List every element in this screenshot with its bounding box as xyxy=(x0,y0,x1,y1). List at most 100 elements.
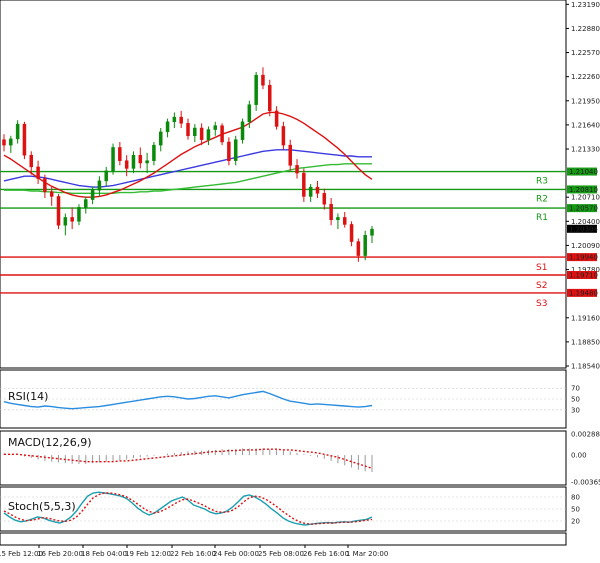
stoch-tick-label-0: 80 xyxy=(571,494,580,502)
candle-body-53 xyxy=(363,235,367,256)
candle-body-6 xyxy=(43,178,47,193)
rsi-tick-label-1: 50 xyxy=(571,396,580,404)
price-tick-label-11: 1.19160 xyxy=(571,314,600,322)
price-tick-label-10: 1.19780 xyxy=(571,266,600,274)
price-tick-label-8: 1.20400 xyxy=(571,218,600,226)
level-price-box-s1 xyxy=(567,253,597,262)
candle-body-48 xyxy=(329,203,333,221)
candle-body-54 xyxy=(370,228,374,236)
stoch-panel: 80 50 20 Stoch(5,5,3) xyxy=(0,486,580,532)
candle-body-3 xyxy=(22,123,27,156)
candle-body-7 xyxy=(49,191,54,197)
time-tick-label-0: 15 Feb 12:00 xyxy=(0,550,43,558)
candle-body-10 xyxy=(70,217,74,222)
rsi-tick-label-0: 70 xyxy=(571,385,580,393)
macd-signal-line xyxy=(4,448,373,469)
current-price-box xyxy=(567,224,597,233)
candle-body-51 xyxy=(349,224,354,242)
candle-body-42 xyxy=(288,144,292,166)
level-price-box-r1 xyxy=(567,204,597,213)
time-tick-label-3: 19 Feb 12:00 xyxy=(125,550,171,558)
time-tick-label-1: 16 Feb 20:00 xyxy=(37,550,83,558)
candle-body-39 xyxy=(268,84,272,112)
macd-title: MACD(12,26,9) xyxy=(8,436,92,449)
time-tick-label-5: 24 Feb 00:00 xyxy=(213,550,259,558)
price-tick-label-12: 1.18850 xyxy=(571,338,600,346)
macd-tick-label-0: 0.002883 xyxy=(571,430,600,438)
price-tick-label-2: 1.22570 xyxy=(571,49,600,57)
candle-body-2 xyxy=(15,123,20,140)
bottom-panel xyxy=(0,532,567,546)
price-tick-label-13: 1.18540 xyxy=(571,363,600,371)
stoch-tick-label-1: 50 xyxy=(571,506,580,514)
candle-body-5 xyxy=(36,166,40,179)
candle-body-36 xyxy=(247,104,252,123)
candle-body-47 xyxy=(322,193,327,205)
candle-body-50 xyxy=(342,217,347,225)
rsi-line xyxy=(3,390,373,410)
candle-body-20 xyxy=(138,154,143,164)
level-price-label-r3: 1.21040 xyxy=(569,168,598,176)
candle-body-13 xyxy=(90,189,95,200)
level-price-box-s3 xyxy=(567,288,597,297)
candle-body-49 xyxy=(336,217,340,221)
time-tick-label-6: 25 Feb 08:00 xyxy=(258,550,304,558)
current-price-label: 1.20304 xyxy=(569,225,598,233)
level-price-label-s1: 1.19940 xyxy=(569,254,598,262)
candle-body-44 xyxy=(302,172,306,197)
rsi-tick-label-2: 30 xyxy=(571,406,580,414)
candle-body-24 xyxy=(165,121,170,133)
time-tick-label-8: 1 Mar 20:00 xyxy=(346,550,388,558)
bottom-panel-frame xyxy=(0,532,567,546)
level-price-box-s2 xyxy=(567,271,597,279)
level-price-label-s3: 1.19480 xyxy=(569,289,598,297)
candle-body-22 xyxy=(152,144,156,161)
candle-body-21 xyxy=(145,160,149,164)
macd-panel-frame xyxy=(0,430,567,486)
level-name-r2: R2 xyxy=(536,194,548,204)
macd-tick-label-1: 0.00 xyxy=(571,452,587,460)
stoch-title: Stoch(5,5,3) xyxy=(8,500,76,513)
macd-tick-label-2: -0.003654 xyxy=(571,478,600,486)
price-tick-label-6: 1.21330 xyxy=(571,146,600,154)
time-tick-label-2: 18 Feb 04:00 xyxy=(81,550,127,558)
candle-body-27 xyxy=(186,123,190,137)
price-tick-label-1: 1.22880 xyxy=(571,25,600,33)
candle-body-18 xyxy=(124,160,129,169)
price-panel: R3 R2 R1 S1 S2 S3 1.23190 1.22880 1.22570 1.2226… xyxy=(0,0,600,371)
level-name-r1: R1 xyxy=(536,213,548,223)
stoch-panel-frame xyxy=(0,486,567,532)
candle-body-46 xyxy=(315,186,320,194)
stoch-d-line xyxy=(3,492,373,525)
candle-body-37 xyxy=(254,74,258,105)
ma-mid-line xyxy=(3,149,372,188)
candle-body-33 xyxy=(227,141,231,161)
level-name-s2: S2 xyxy=(536,281,547,291)
candle-body-17 xyxy=(118,147,122,161)
stoch-tick-label-2: 20 xyxy=(571,518,580,526)
level-name-s1: S1 xyxy=(536,263,547,273)
candle-body-40 xyxy=(274,110,279,127)
candle-body-11 xyxy=(77,207,81,222)
level-name-s3: S3 xyxy=(536,299,547,309)
candle-body-12 xyxy=(84,199,88,208)
candle-body-19 xyxy=(131,154,136,169)
candle-body-31 xyxy=(213,125,218,130)
candle-body-38 xyxy=(261,74,265,86)
price-tick-label-4: 1.21950 xyxy=(571,97,600,105)
candle-body-1 xyxy=(9,138,13,146)
candle-body-26 xyxy=(179,116,183,124)
candle-body-29 xyxy=(199,127,204,140)
price-tick-label-9: 1.20090 xyxy=(571,242,600,250)
price-panel-frame xyxy=(0,0,567,369)
level-price-box-r2 xyxy=(567,185,597,194)
rsi-title: RSI(14) xyxy=(8,390,48,403)
candle-body-52 xyxy=(356,241,361,256)
time-tick-label-4: 22 Feb 16:00 xyxy=(170,550,216,558)
level-price-label-r1: 1.20570 xyxy=(569,205,598,213)
candle-body-14 xyxy=(97,180,102,191)
candle-body-43 xyxy=(295,165,299,174)
level-price-label-s2: 1.19710 xyxy=(569,272,598,280)
